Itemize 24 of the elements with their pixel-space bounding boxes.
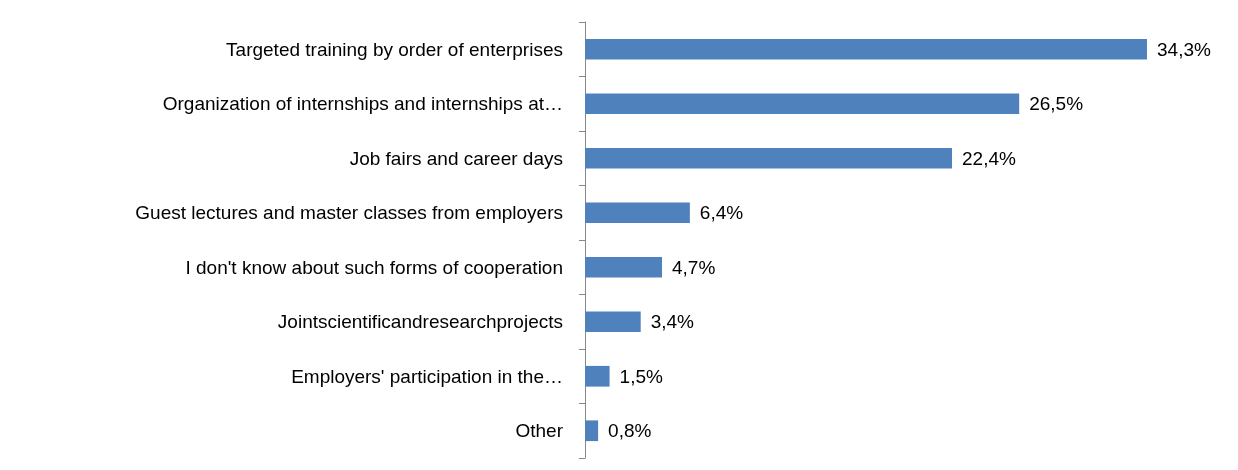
data-label: 3,4% [650,311,695,333]
y-tick-label: Guest lectures and master classes from employers [135,202,563,224]
y-tick-label: Targeted training by order of enterprises [226,38,563,60]
data-label: 22,4% [962,147,1016,169]
bar [585,420,599,442]
data-label: 1,5% [619,365,663,387]
y-tick-label: Employers' participation in the… [291,365,563,387]
bar [585,365,610,387]
bar [585,311,641,333]
data-label: 6,4% [699,202,744,224]
data-label: 0,8% [608,420,652,442]
y-tick-label: Job fairs and career days [349,147,563,169]
data-label: 4,7% [672,256,716,278]
bar [585,93,1020,115]
bar [585,147,953,169]
y-tick-label: Other [515,420,564,442]
bar [585,202,690,224]
bar [585,256,663,278]
data-label: 26,5% [1029,93,1084,115]
y-tick-label: Jointscientificandresearchprojects [277,311,563,333]
bar [585,38,1147,60]
y-tick-label: Organization of internships and internships at… [162,93,563,115]
y-tick-label: I don't know about such forms of cooperation [185,256,563,278]
data-label: 34,3% [1157,38,1211,60]
